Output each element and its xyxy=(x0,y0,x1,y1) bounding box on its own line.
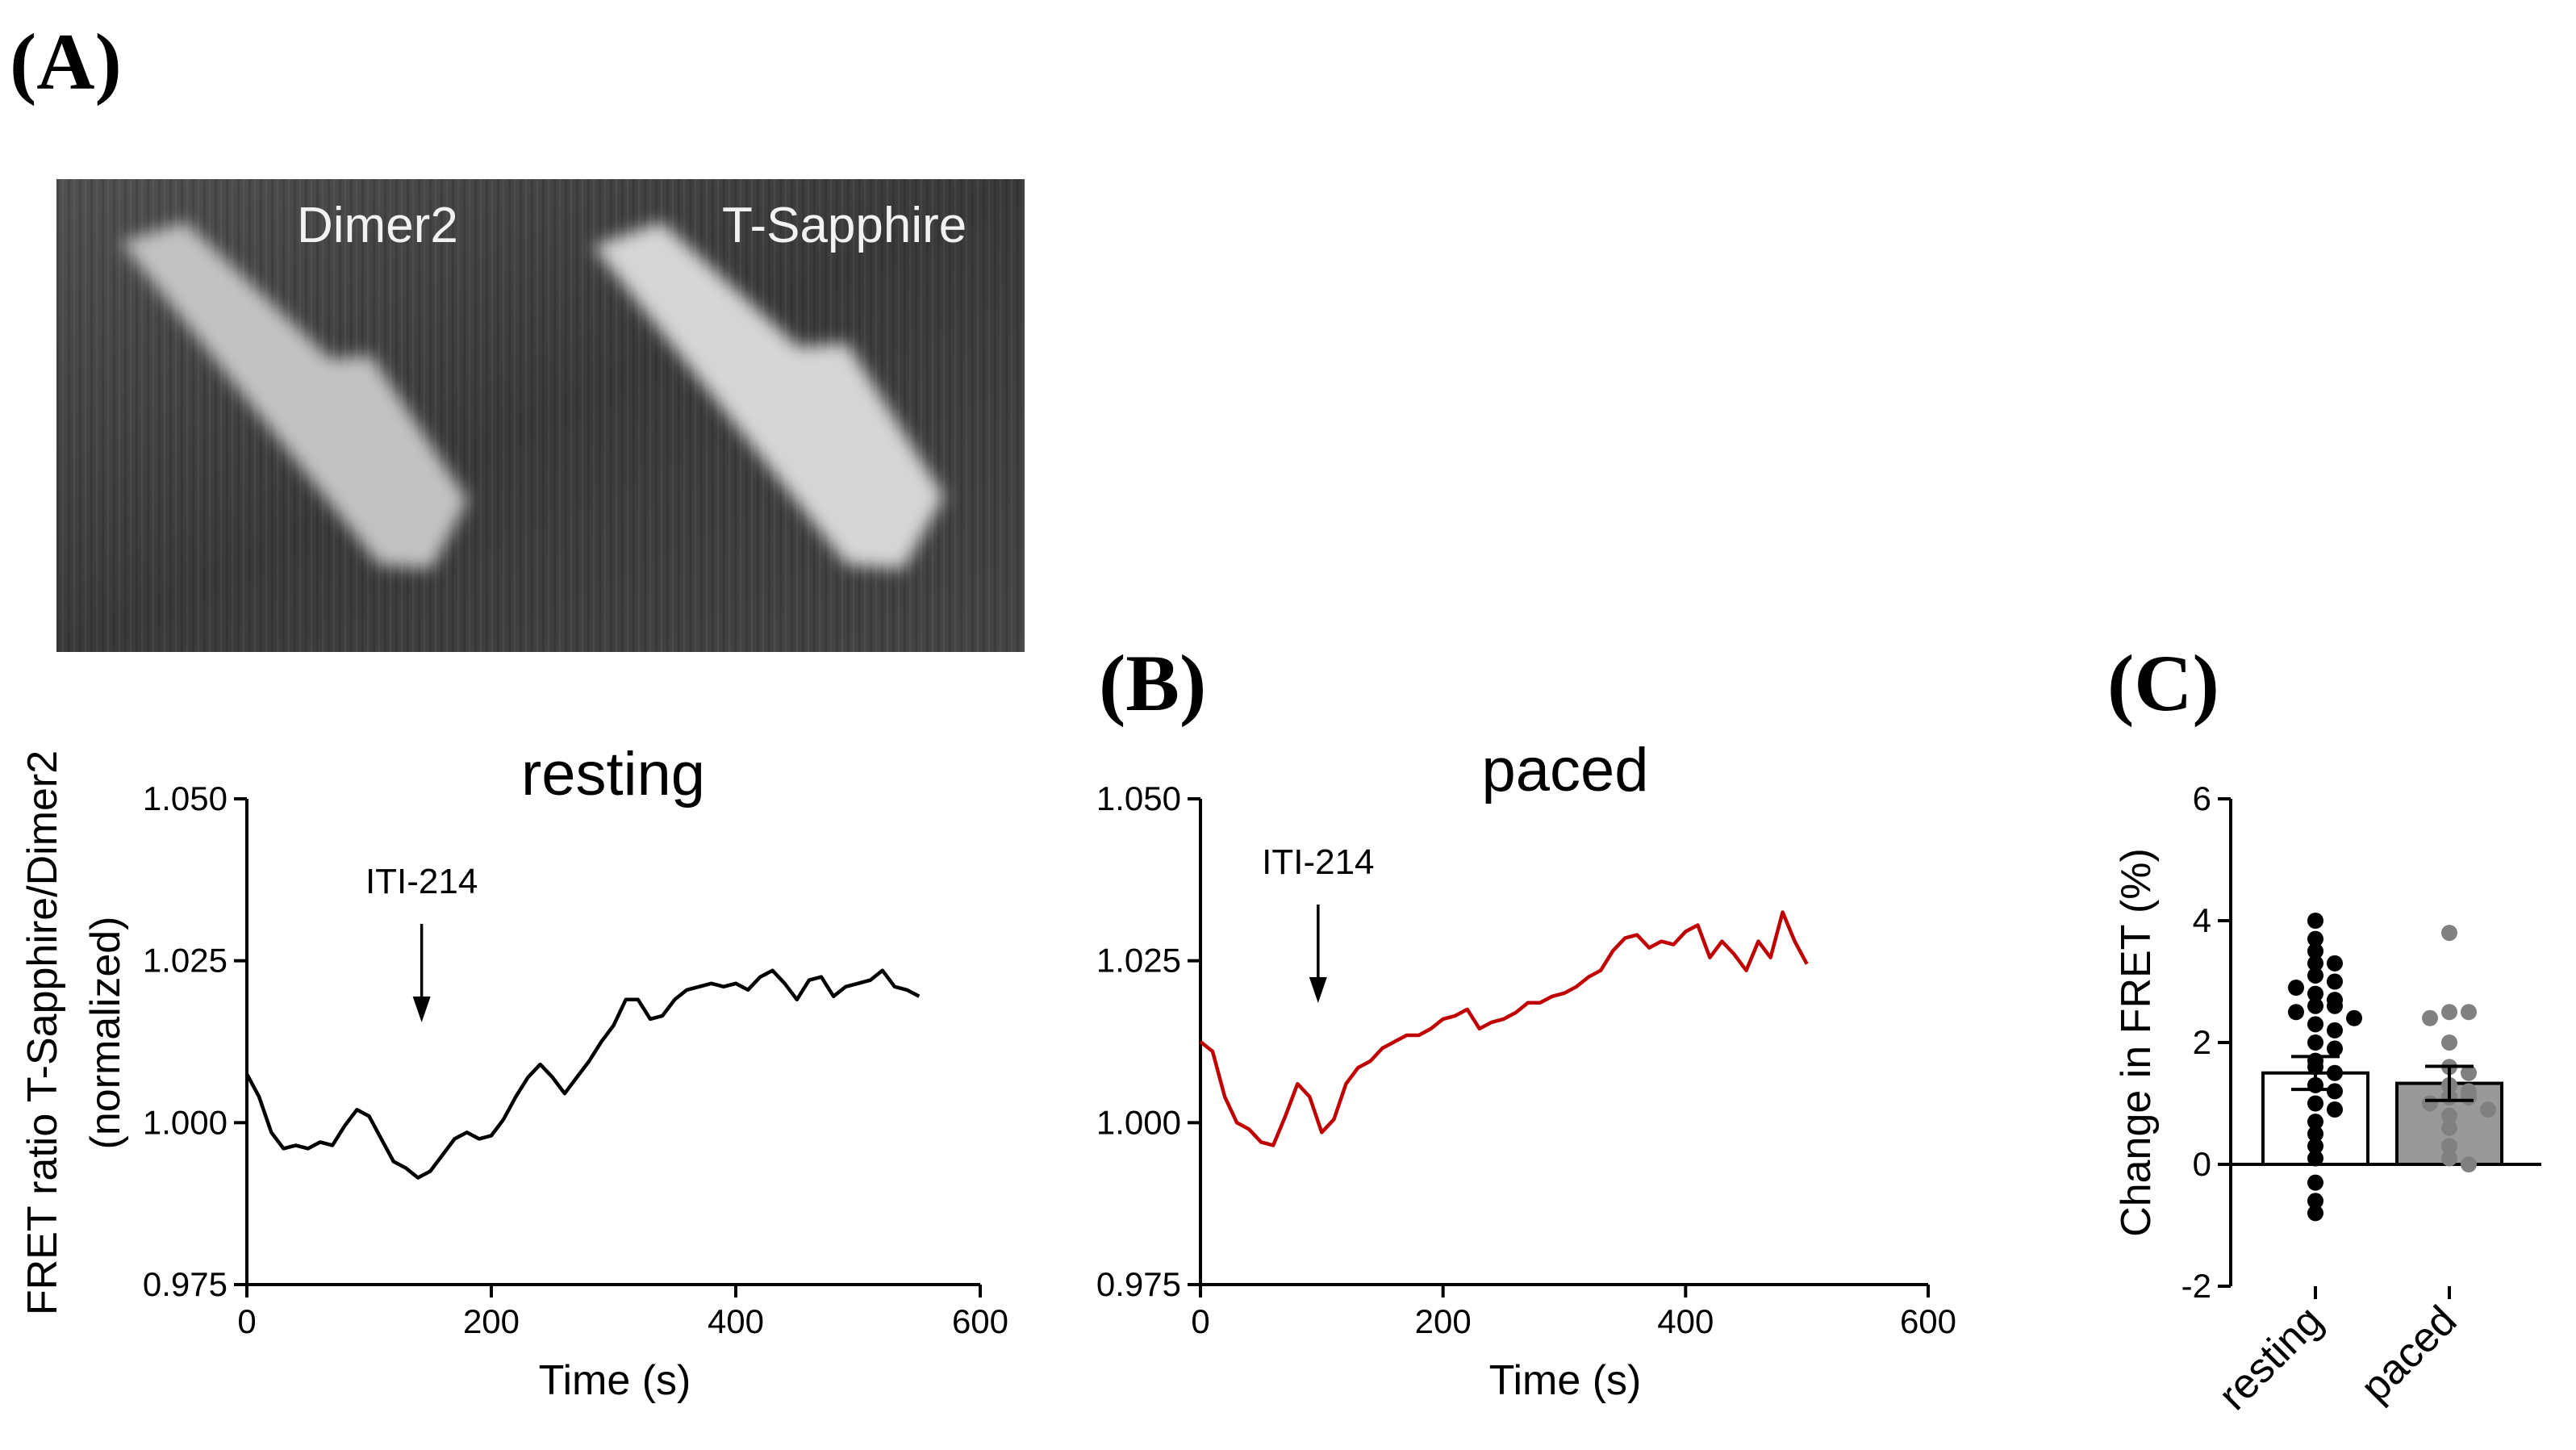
data-point xyxy=(2307,930,2323,947)
data-point xyxy=(2441,1138,2457,1155)
data-point xyxy=(2327,1083,2343,1100)
x-axis-label-paced: Time (s) xyxy=(1489,1357,1642,1404)
data-point xyxy=(2441,925,2457,942)
y-tick-label: 2 xyxy=(2193,1023,2211,1061)
y-tick-label: -2 xyxy=(2181,1267,2211,1305)
data-point xyxy=(2307,1114,2323,1130)
chart-title-resting: resting xyxy=(521,740,705,809)
data-point xyxy=(2307,1174,2323,1191)
annotation-label-resting: ITI-214 xyxy=(365,862,478,901)
x-tick-label: 600 xyxy=(1900,1302,1956,1340)
y-tick-label: 1.000 xyxy=(143,1103,228,1141)
data-point xyxy=(2441,1004,2457,1021)
data-point xyxy=(2422,1095,2438,1112)
series-line-paced xyxy=(1199,910,1809,1147)
data-point xyxy=(2461,1064,2477,1081)
data-point xyxy=(2441,1150,2457,1167)
data-point xyxy=(2307,1193,2323,1210)
x-tick-label: 0 xyxy=(1191,1302,1209,1340)
y-axis-label-resting-sub: (normalized) xyxy=(82,917,129,1150)
x-tick-label: 0 xyxy=(237,1302,256,1340)
data-point xyxy=(2327,997,2343,1014)
data-point xyxy=(2441,1034,2457,1051)
data-point xyxy=(2346,1009,2362,1026)
data-point xyxy=(2307,1205,2323,1222)
chart-title-paced: paced xyxy=(1481,736,1648,804)
data-point xyxy=(2307,1016,2323,1033)
data-point xyxy=(2307,997,2323,1014)
y-tick-label: 1.000 xyxy=(1096,1103,1181,1141)
data-point xyxy=(2307,967,2323,984)
data-point xyxy=(2327,973,2343,990)
data-point xyxy=(2327,1064,2343,1081)
x-axis-label-resting: Time (s) xyxy=(539,1357,691,1404)
data-point xyxy=(2307,1138,2323,1155)
data-point xyxy=(2307,942,2323,959)
data-point xyxy=(2307,1034,2323,1051)
y-tick-label: 1.050 xyxy=(143,779,228,817)
data-point xyxy=(2441,1107,2457,1124)
chart-paced: paced 0.975 1.000 1.025 1.050 0 200 400 600 IT… xyxy=(1096,736,1956,1404)
cell-dimer2 xyxy=(121,222,468,569)
data-point xyxy=(2307,1150,2323,1167)
y-tick-label: 1.025 xyxy=(143,942,228,980)
series-line-resting xyxy=(245,968,921,1180)
category-label-paced: paced xyxy=(2352,1297,2465,1410)
data-point xyxy=(2422,1009,2438,1026)
y-tick-label: 4 xyxy=(2193,901,2211,939)
panel-label-b: (B) xyxy=(1099,638,1206,728)
data-point xyxy=(2288,1004,2304,1021)
data-point xyxy=(2327,1022,2343,1038)
data-point xyxy=(2307,1126,2323,1143)
data-point xyxy=(2307,913,2323,929)
y-tick-label: 0.975 xyxy=(143,1265,228,1303)
y-tick-label: 1.025 xyxy=(1096,942,1181,980)
y-axis-label-bar: Change in FRET (%) xyxy=(2113,848,2160,1237)
panel-label-c: (C) xyxy=(2107,638,2219,728)
image-label-dimer2: Dimer2 xyxy=(297,198,458,253)
annotation-arrowhead-resting xyxy=(412,997,431,1022)
x-tick-label: 200 xyxy=(1415,1302,1472,1340)
category-label-resting: resting xyxy=(2210,1297,2332,1419)
x-tick-label: 400 xyxy=(1657,1302,1714,1340)
data-point xyxy=(2327,1040,2343,1057)
y-tick-label: 0 xyxy=(2193,1145,2211,1183)
annotation-label-paced: ITI-214 xyxy=(1262,842,1374,882)
x-tick-label: 400 xyxy=(708,1302,764,1340)
data-point xyxy=(2441,1119,2457,1136)
x-tick-label: 200 xyxy=(463,1302,520,1340)
data-point xyxy=(2307,985,2323,1002)
data-point xyxy=(2307,1095,2323,1112)
y-tick-label: 1.050 xyxy=(1096,779,1181,817)
microscopy-image: Dimer2 T-Sapphire xyxy=(56,179,1025,652)
x-tick-label: 600 xyxy=(952,1302,1008,1340)
y-tick-label: 0.975 xyxy=(1096,1265,1181,1303)
panel-label-a: (A) xyxy=(10,17,122,107)
annotation-arrowhead-paced xyxy=(1309,977,1327,1003)
data-point xyxy=(2461,1156,2477,1172)
cell-t-sapphire xyxy=(593,222,944,569)
image-label-t-sapphire: T-Sapphire xyxy=(722,198,967,253)
y-axis-label-resting: FRET ratio T-Sapphire/Dimer2 xyxy=(19,750,66,1315)
data-point xyxy=(2327,955,2343,972)
data-point xyxy=(2461,1089,2477,1105)
data-point xyxy=(2480,1101,2496,1118)
y-tick-label: 6 xyxy=(2193,779,2211,817)
chart-bar: -2 0 2 4 6 resting paced Change in FRET (%) xyxy=(2113,779,2541,1419)
data-point xyxy=(2327,1101,2343,1118)
data-point xyxy=(2461,1004,2477,1021)
data-point xyxy=(2288,980,2304,997)
data-point xyxy=(2307,955,2323,972)
